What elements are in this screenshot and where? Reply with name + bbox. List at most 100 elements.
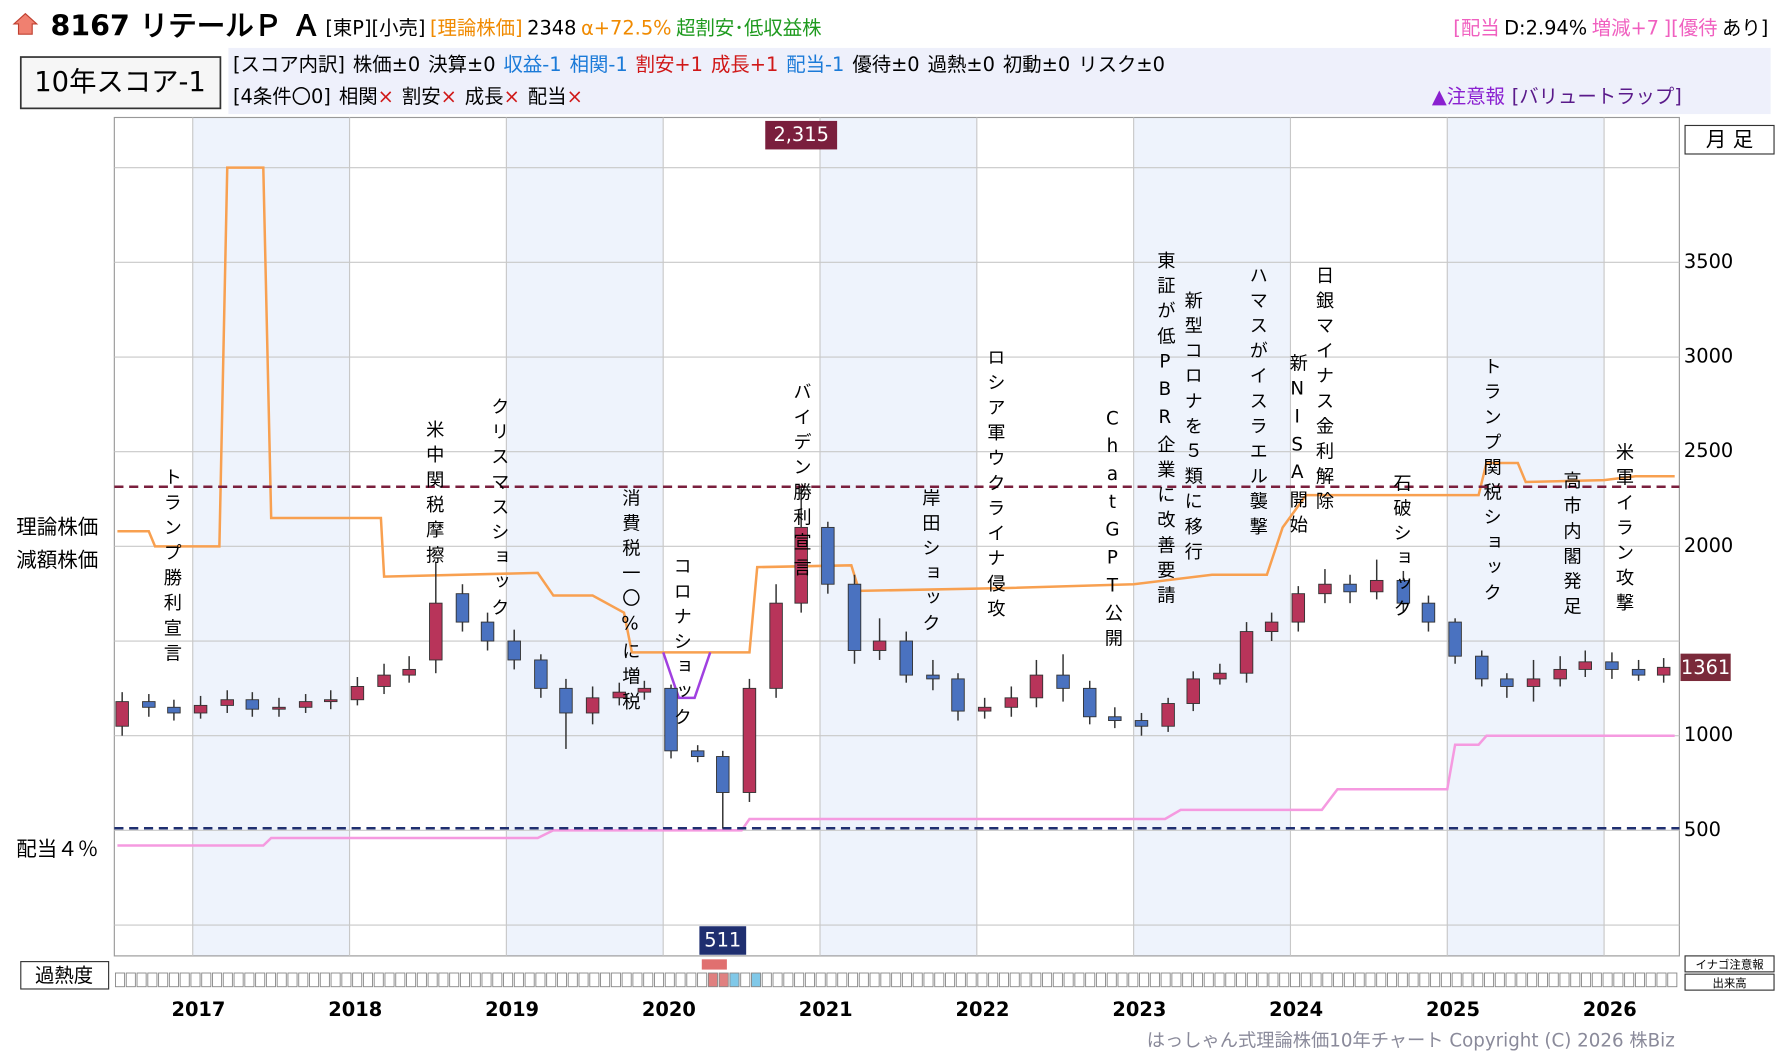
heat-cell <box>158 972 169 988</box>
event-annotation: ChatGPT公開 <box>1102 408 1123 653</box>
heat-cell <box>1139 972 1150 988</box>
heat-cell <box>1085 972 1096 988</box>
heat-cell <box>1192 972 1204 988</box>
candle-body <box>1396 579 1411 604</box>
heat-cell <box>1052 972 1063 988</box>
y-tick-label: 500 <box>1684 818 1721 841</box>
heat-cell <box>201 972 212 988</box>
heat-cell <box>319 972 330 988</box>
heat-cell <box>880 972 891 988</box>
heat-cell <box>1624 972 1635 988</box>
series-line <box>662 651 712 700</box>
reference-label: 2,315 <box>773 123 828 146</box>
y-tick-label: 3500 <box>1684 250 1733 273</box>
candle-body <box>951 678 965 712</box>
heat-cell <box>1171 972 1182 988</box>
header-segment: α+72.5% <box>581 16 672 39</box>
heat-cell <box>1333 972 1344 988</box>
x-tick-label: 2025 <box>1426 998 1480 1021</box>
score-band <box>228 47 1771 115</box>
header-segment: 決算±0 <box>428 53 495 76</box>
heat-cell <box>988 972 999 988</box>
heat-cell <box>1559 972 1570 988</box>
header-segment: 成長+1 <box>711 53 778 76</box>
heat-cell <box>1581 972 1592 988</box>
plot-frame <box>113 116 1680 957</box>
header-segment: 初動±0 <box>1003 53 1070 76</box>
header-segment: [配当 <box>1453 16 1499 39</box>
candle-body <box>1605 661 1619 670</box>
conditions: [4条件〇0] 相関× 割安× 成長× 配当× <box>233 84 583 107</box>
heat-cell <box>125 972 136 988</box>
heat-cell <box>190 972 201 988</box>
heat-cell <box>352 972 363 988</box>
x-tick-label: 2018 <box>328 998 382 1021</box>
candle-body <box>1343 583 1357 593</box>
x-tick-label: 2021 <box>799 998 853 1021</box>
heat-cell <box>1667 972 1678 988</box>
event-annotation: トランプ勝利宣言 <box>161 468 182 669</box>
heat-cell <box>1203 972 1214 988</box>
period[interactable]: 月 足 <box>1706 127 1754 151</box>
candle-body <box>1082 687 1097 718</box>
heat-cell <box>643 972 654 988</box>
heat-cell <box>524 972 535 988</box>
heat-alert <box>701 959 727 970</box>
heat-cell <box>729 972 740 988</box>
heat-cell <box>848 972 859 988</box>
heat-cell <box>255 972 266 988</box>
year-band <box>1447 117 1605 956</box>
heat-cell <box>535 972 546 988</box>
series-label: 配当４％ <box>16 837 98 861</box>
header-segment: 過熱±0 <box>928 53 995 76</box>
heat-cell <box>244 972 255 988</box>
warning-line: ▲注意報 [バリュートラップ] <box>1432 84 1682 107</box>
x-tick-label: 2023 <box>1112 998 1166 1021</box>
heat-cell <box>449 972 460 988</box>
heat-cell <box>309 972 320 988</box>
heat-cell <box>632 972 643 988</box>
heat-cell <box>1365 972 1376 988</box>
header-segment: [理論株価] <box>430 16 523 39</box>
home-icon[interactable] <box>12 12 39 35</box>
heat-cell <box>1505 972 1516 988</box>
event-annotation: コロナショック <box>671 557 692 733</box>
heat-cell <box>1634 972 1645 988</box>
header-badges: [配当 D:2.94% 増減+7][優待 あり] <box>1453 16 1768 39</box>
copyright: はっしゃん式理論株価10年チャート Copyright (C) 2026 株Bi… <box>1147 1030 1675 1051</box>
candle-body <box>847 583 862 651</box>
candle-body <box>1004 697 1019 708</box>
candle-body <box>1421 602 1436 623</box>
heat-cell <box>1537 972 1548 988</box>
heat-cell <box>977 972 988 988</box>
event-annotation: 日銀マイナス金利解除 <box>1313 266 1334 517</box>
x-tick-label: 2019 <box>485 998 539 1021</box>
candle-body <box>1526 678 1541 687</box>
price-label-box <box>1680 653 1731 682</box>
header-segment: ][優待 <box>1664 16 1718 39</box>
y-tick-label: 2000 <box>1684 534 1733 557</box>
score-breakdown: [スコア内訳] 株価±0 決算±0 収益-1 相関-1 割安+1 成長+1 配当-1 優待±0 過… <box>233 53 1165 76</box>
header-segment: 優待±0 <box>852 53 919 76</box>
candle-body <box>402 668 416 676</box>
condition-mark: × <box>504 84 520 107</box>
reference-label-box <box>699 926 747 955</box>
heat-cell <box>998 972 1009 988</box>
heat-cell <box>1430 972 1441 988</box>
heat-cell <box>653 972 665 988</box>
heat-cell <box>1042 972 1053 988</box>
heat-cell <box>664 972 675 988</box>
candle-body <box>742 687 757 793</box>
year-band <box>820 117 977 956</box>
candle-body <box>480 621 495 642</box>
score-box <box>19 56 222 110</box>
heat-cell <box>459 972 470 988</box>
heat-cell <box>1149 972 1160 988</box>
heat-cell <box>287 972 298 988</box>
candle-body <box>142 701 156 708</box>
header-segment: 相関-1 <box>570 53 628 76</box>
heat-cell <box>1279 972 1290 988</box>
candle-body <box>272 706 286 710</box>
period-box[interactable] <box>1684 124 1775 155</box>
candle-body <box>899 640 913 676</box>
